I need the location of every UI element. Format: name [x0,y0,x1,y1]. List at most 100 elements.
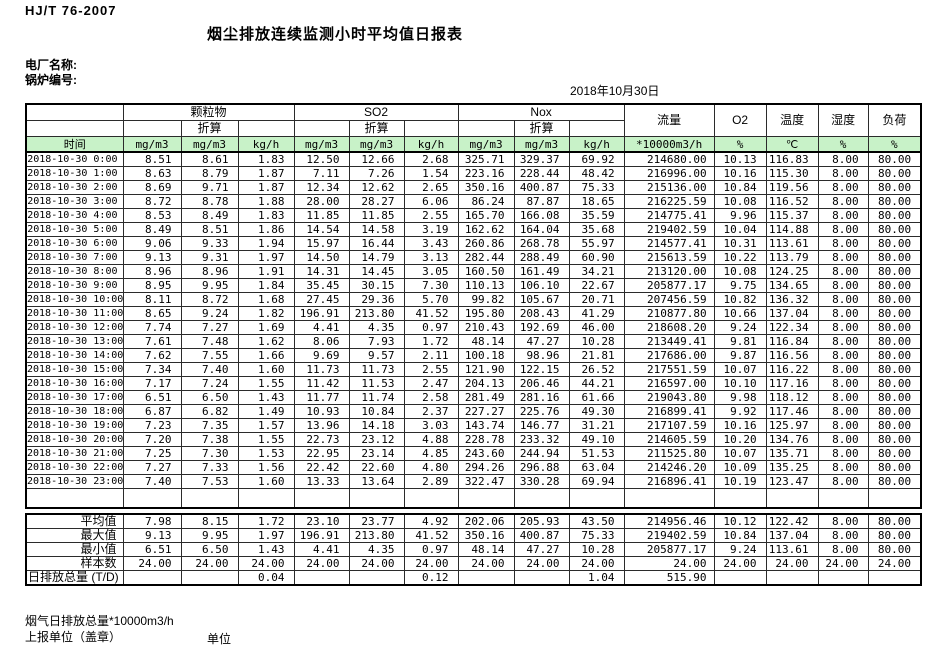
summary-value-cell: 24.00 [237,556,295,571]
time-cell: 2018-10-30 20:00 [25,432,124,447]
value-cell: 216896.41 [623,474,715,489]
value-cell: 204.13 [457,376,515,391]
unit-cell: ℃ [765,136,819,153]
value-cell: 27.45 [293,292,350,307]
value-cell: 330.28 [513,474,570,489]
header-flow: 流量 [623,103,715,137]
value-cell: 118.12 [765,390,819,405]
summary-value-cell: 196.91 [293,528,350,543]
value-cell: 216225.59 [623,194,715,209]
corner-cell [25,103,124,121]
value-cell: 29.36 [348,292,405,307]
summary-value-cell: 0.12 [403,570,459,586]
time-cell: 2018-10-30 2:00 [25,180,124,195]
value-cell: 6.50 [180,390,239,405]
value-cell: 166.08 [513,208,570,223]
value-cell: 60.90 [568,250,625,265]
value-cell: 137.04 [765,306,819,321]
value-cell: 106.10 [513,278,570,293]
value-cell: 10.28 [568,334,625,349]
value-cell: 41.52 [403,306,459,321]
value-cell: 10.08 [713,264,767,279]
value-cell: 22.95 [293,446,350,461]
header-row-groups: 颗粒物 SO2 Nox 流量 O2 温度 湿度 负荷 [25,103,922,137]
value-cell: 9.57 [348,348,405,363]
value-cell: 116.52 [765,194,819,209]
value-cell: 35.59 [568,208,625,223]
table-row: 2018-10-30 0:00 8.51 8.61 1.83 12.50 12.66 2.6… [25,151,922,167]
value-cell: 217686.00 [623,348,715,363]
value-cell: 63.04 [568,460,625,475]
summary-value-cell: 6.51 [122,542,182,557]
table-row: 2018-10-30 17:00 6.51 6.50 1.43 11.77 11.74 2.… [25,390,922,405]
header-load: 负荷 [867,103,922,137]
value-cell: 2.11 [403,348,459,363]
unit-cell: mg/m3 [457,136,515,153]
value-cell: 1.94 [237,236,295,251]
value-cell: 215613.59 [623,250,715,265]
value-cell: 8.61 [180,151,239,167]
value-cell: 110.13 [457,278,515,293]
value-cell: 10.20 [713,432,767,447]
summary-value-cell: 24.00 [293,556,350,571]
value-cell: 205877.17 [623,278,715,293]
value-cell: 8.63 [122,166,182,181]
value-cell: 8.00 [817,250,869,265]
summary-value-cell: 24.00 [457,556,515,571]
value-cell: 1.54 [403,166,459,181]
value-cell: 20.71 [568,292,625,307]
value-cell: 47.27 [513,334,570,349]
value-cell: 8.51 [180,222,239,237]
value-cell: 113.61 [765,236,819,251]
value-cell: 219043.80 [623,390,715,405]
summary-value-cell: 113.61 [765,542,819,557]
value-cell: 8.69 [122,180,182,195]
value-cell: 10.84 [713,180,767,195]
table-row: 2018-10-30 12:00 7.74 7.27 1.69 4.41 4.35 0.97… [25,320,922,335]
page-title: 烟尘排放连续监测小时平均值日报表 [207,26,464,43]
value-cell: 211525.80 [623,446,715,461]
value-cell: 8.72 [180,292,239,307]
value-cell: 134.76 [765,432,819,447]
value-cell: 214577.41 [623,236,715,251]
value-cell: 10.82 [713,292,767,307]
summary-value-cell: 24.00 [403,556,459,571]
value-cell: 12.62 [348,180,405,195]
summary-label-cell: 最大值 [25,528,124,543]
value-cell: 2.55 [403,208,459,223]
table-row: 2018-10-30 6:00 9.06 9.33 1.94 15.97 16.44 3.4… [25,236,922,251]
value-cell: 1.87 [237,166,295,181]
value-cell: 223.16 [457,166,515,181]
value-cell: 7.93 [348,334,405,349]
value-cell: 228.78 [457,432,515,447]
header-humidity: 湿度 [817,103,869,137]
value-cell: 4.41 [293,320,350,335]
spacer-cell [457,488,515,509]
value-cell: 210.43 [457,320,515,335]
value-cell: 116.56 [765,348,819,363]
summary-value-cell: 1.43 [237,542,295,557]
table-row: 2018-10-30 23:00 7.40 7.53 1.60 13.33 13.64 2.… [25,474,922,489]
summary-value-cell: 24.00 [122,556,182,571]
table-row: 2018-10-30 7:00 9.13 9.31 1.97 14.50 14.79 3.1… [25,250,922,265]
table-row: 2018-10-30 21:00 7.25 7.30 1.53 22.95 23.14 4.… [25,446,922,461]
value-cell: 281.16 [513,390,570,405]
time-cell: 2018-10-30 17:00 [25,390,124,405]
value-cell: 18.65 [568,194,625,209]
value-cell: 8.00 [817,166,869,181]
group-header-so2: SO2 [293,103,459,121]
value-cell: 2.89 [403,474,459,489]
value-cell: 10.16 [713,166,767,181]
value-cell: 9.96 [713,208,767,223]
summary-value-cell: 219402.59 [623,528,715,543]
value-cell: 7.25 [122,446,182,461]
value-cell: 322.47 [457,474,515,489]
time-cell: 2018-10-30 4:00 [25,208,124,223]
value-cell: 115.30 [765,166,819,181]
group-header-particulate: 颗粒物 [122,103,295,121]
value-cell: 8.79 [180,166,239,181]
value-cell: 124.25 [765,264,819,279]
value-cell: 80.00 [867,320,922,335]
summary-value-cell: 6.50 [180,542,239,557]
value-cell: 2.68 [403,151,459,167]
